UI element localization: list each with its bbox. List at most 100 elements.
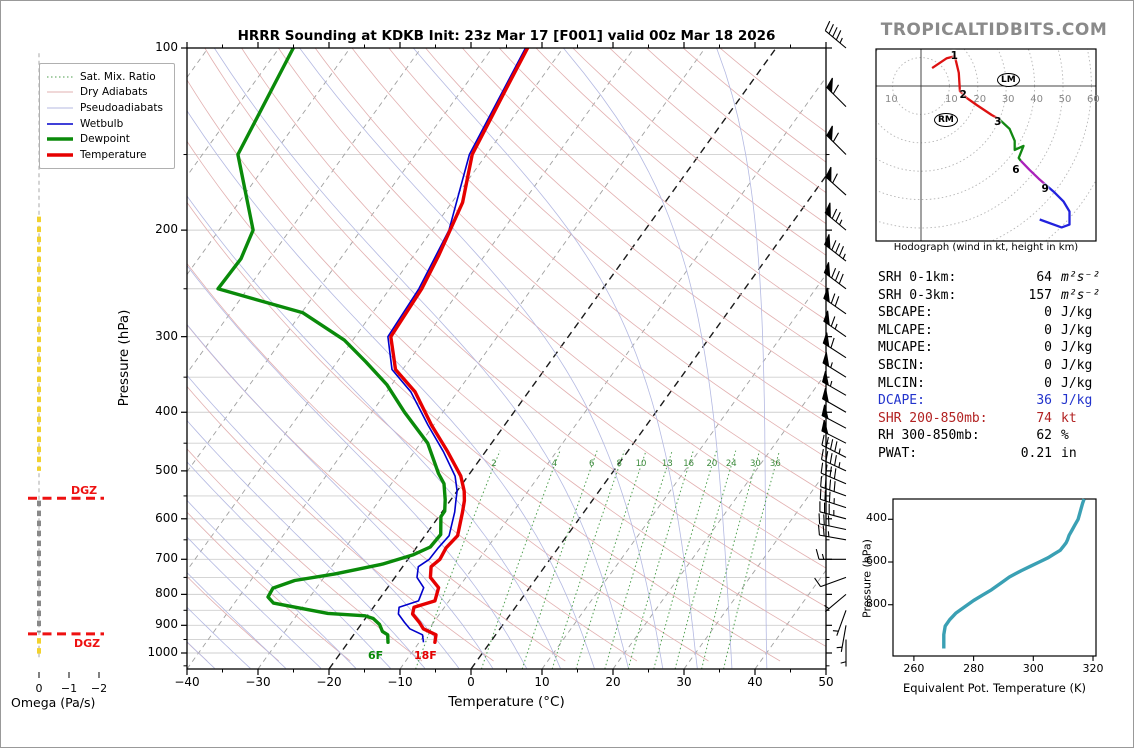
legend-item: Sat. Mix. Ratio	[47, 69, 167, 85]
pressure-tick-label: 600	[155, 510, 178, 525]
x-tick-label: 30	[676, 675, 692, 689]
surface-dewpoint-label: 6F	[368, 649, 384, 662]
omega-tick-label: −1	[60, 682, 78, 695]
thetae-x-tick-label: 260	[903, 662, 925, 675]
stat-value: 0	[1044, 340, 1052, 356]
stat-label: PWAT:	[878, 445, 918, 461]
x-tick-label: 50	[818, 675, 834, 689]
stat-label: MUCAPE:	[878, 340, 933, 356]
legend-item: Dewpoint	[47, 131, 167, 147]
legend-item: Temperature	[47, 147, 167, 163]
chart-title: HRRR Sounding at KDKB Init: 23z Mar 17 […	[237, 28, 776, 44]
x-tick-label: 20	[605, 675, 621, 689]
stat-row: DCAPE: 36 J/kg	[878, 392, 1128, 410]
hodo-ring-label: 10	[945, 94, 958, 105]
legend-label: Sat. Mix. Ratio	[80, 70, 156, 83]
omega-tick-label: 0	[35, 682, 43, 695]
stat-unit: kt	[1061, 410, 1077, 426]
x-tick-label: −30	[245, 675, 271, 689]
stat-label: MLCIN:	[878, 375, 925, 391]
mixing-ratio-label: 20	[706, 459, 718, 469]
mixing-ratio-label: 4	[551, 459, 558, 469]
stat-label: MLCAPE:	[878, 322, 933, 338]
legend-item: Dry Adiabats	[47, 85, 167, 101]
stat-unit: J/kg	[1061, 375, 1093, 391]
thetae-x-tick-label: 280	[963, 662, 985, 675]
stat-value: 36	[1036, 393, 1052, 409]
stat-row: SBCAPE: 0 J/kg	[878, 304, 1128, 322]
hodo-height-label: 6	[1012, 164, 1020, 177]
mixing-ratio-label: 2	[491, 459, 497, 469]
hodograph-caption: Hodograph (wind in kt, height in km)	[893, 242, 1079, 253]
stat-value: 0	[1044, 305, 1052, 321]
stats-panel: SRH 0-1km: 64 m²s⁻² SRH 0-3km: 157 m²s⁻² SBCAP…	[878, 269, 1128, 463]
omega-tick-label: −2	[90, 682, 108, 695]
legend-line-sample	[47, 107, 73, 109]
pressure-tick-label: 200	[155, 222, 178, 237]
x-tick-label: 10	[534, 675, 550, 689]
stat-value: 0	[1044, 357, 1052, 373]
x-tick-label: −20	[316, 675, 342, 689]
stat-value: 0	[1044, 322, 1052, 338]
mixing-ratio-label: 8	[616, 459, 622, 469]
hodo-ring-label: 20	[973, 94, 987, 105]
stat-row: SRH 0-1km: 64 m²s⁻²	[878, 269, 1128, 287]
stat-label: RH 300-850mb:	[878, 428, 980, 444]
thetae-y-tick-label: 800	[866, 596, 887, 610]
legend-label: Pseudoadiabats	[80, 101, 163, 114]
pressure-tick-label: 500	[155, 462, 178, 477]
legend-line-sample	[47, 91, 73, 93]
thetae-x-tick-label: 320	[1082, 662, 1104, 675]
stat-label: SBCIN:	[878, 357, 925, 373]
hodo-ring-label: 40	[1030, 94, 1043, 105]
hodo-height-label: 1	[950, 50, 958, 63]
stat-value: 74	[1036, 410, 1052, 426]
thetae-x-tick-label: 300	[1022, 662, 1044, 675]
legend-label: Dry Adiabats	[80, 86, 148, 99]
mixing-ratio-label: 36	[769, 459, 781, 469]
legend-line-sample	[47, 122, 73, 125]
stat-row: RH 300-850mb: 62%	[878, 427, 1128, 445]
mixing-ratio-label: 6	[589, 459, 595, 469]
x-tick-label: −10	[387, 675, 413, 689]
hodo-height-label: 2	[959, 89, 967, 102]
pressure-tick-label: 100	[155, 40, 178, 54]
pressure-tick-label: 300	[155, 328, 178, 343]
stat-value: 62	[1036, 428, 1052, 444]
pressure-tick-label: 400	[155, 404, 178, 419]
stat-label: SBCAPE:	[878, 305, 933, 321]
hodo-ring-label: 10	[885, 94, 898, 105]
thetae-y-tick-label: 600	[866, 554, 887, 567]
pressure-tick-label: 700	[155, 551, 178, 566]
x-tick-label: −40	[174, 675, 200, 689]
dgz-label-lower: DGZ	[74, 637, 101, 650]
thetae-axis-label: Equivalent Pot. Temperature (K)	[902, 681, 1087, 695]
stat-row: MLCAPE: 0 J/kg	[878, 322, 1128, 340]
storm-motion-lm: LM	[997, 73, 1020, 88]
mixing-ratio-label: 10	[635, 459, 647, 469]
legend-label: Dewpoint	[80, 133, 130, 146]
legend-box: Sat. Mix. Ratio Dry Adiabats Pseudoadiabat…	[39, 63, 175, 169]
tropicaltidbits-logo: TROPICALTIDBITS.COM	[880, 20, 1108, 40]
stat-label: SHR 200-850mb:	[878, 410, 988, 426]
mixing-ratio-label: 30	[749, 459, 761, 469]
stat-value: 0	[1044, 375, 1052, 391]
stat-unit: %	[1061, 428, 1069, 444]
pressure-tick-label: 800	[155, 586, 178, 601]
legend-line-sample	[47, 153, 73, 157]
mixing-ratio-label: 24	[725, 459, 737, 469]
pressure-tick-label: 1000	[147, 645, 178, 659]
hodo-ring-label: 60	[1087, 94, 1100, 105]
stat-row: PWAT: 0.21 in	[878, 445, 1128, 463]
dgz-label-upper: DGZ	[71, 484, 98, 497]
legend-label: Temperature	[80, 148, 147, 161]
stat-unit: m²s⁻²	[1061, 270, 1101, 285]
stat-unit: J/kg	[1061, 340, 1093, 356]
stat-row: SHR 200-850mb: 74 kt	[878, 410, 1128, 428]
stat-value: 157	[1028, 287, 1052, 303]
stat-row: MUCAPE: 0 J/kg	[878, 339, 1128, 357]
legend-item: Wetbulb	[47, 116, 167, 132]
thetae-y-tick-label: 400	[866, 511, 887, 525]
stat-unit: in	[1061, 445, 1077, 461]
